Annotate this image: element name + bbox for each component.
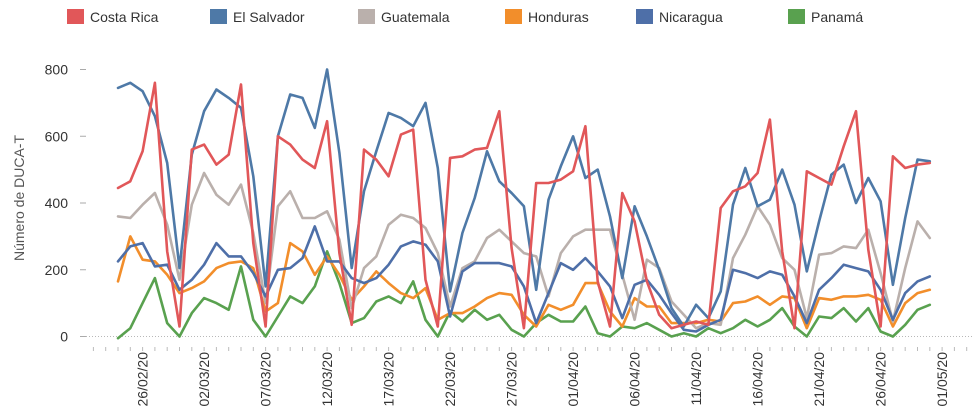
legend-swatch-nicaragua [636, 9, 653, 24]
x-tick-label: 12/03/20 [319, 352, 335, 407]
x-tick-label: 11/04/20 [688, 352, 704, 406]
legend-label-nicaragua: Nicaragua [659, 9, 723, 25]
legend-label-panama: Panamá [811, 9, 863, 25]
x-tick-label: 26/04/20 [873, 352, 889, 407]
x-tick-label: 21/04/20 [811, 352, 827, 407]
legend-swatch-guatemala [358, 9, 375, 24]
legend-label-el-salvador: El Salvador [233, 9, 305, 25]
x-tick-label: 02/03/20 [196, 352, 212, 407]
x-tick-label: 01/04/20 [565, 352, 581, 407]
y-tick-label: 600 [45, 128, 69, 144]
series-line-el-salvador [116, 68, 932, 328]
legend-swatch-honduras [505, 9, 522, 24]
x-tick-label: 01/05/20 [934, 352, 950, 407]
legend-label-costa-rica: Costa Rica [90, 9, 159, 25]
x-tick-label: 17/03/20 [381, 352, 397, 407]
y-axis-title: Número de DUCA-T [11, 135, 27, 261]
series-line-costa-rica [116, 81, 932, 330]
x-tick-label: 27/03/20 [504, 352, 520, 407]
series-line-nicaragua [116, 225, 932, 333]
legend-label-guatemala: Guatemala [381, 9, 450, 25]
y-tick-label: 400 [45, 195, 69, 211]
series-line-guatemala [116, 171, 932, 330]
x-tick-label: 07/03/20 [258, 352, 274, 407]
x-tick-label: 22/03/20 [442, 352, 458, 407]
x-tick-label: 06/04/20 [627, 352, 643, 407]
legend-swatch-panama [788, 9, 805, 24]
y-tick-label: 800 [45, 62, 69, 78]
y-tick-label: 0 [60, 329, 68, 345]
legend-swatch-el-salvador [210, 9, 227, 24]
y-axis: 0 200 400 600 800 [45, 62, 86, 345]
x-tick-label: 26/02/20 [135, 352, 151, 407]
legend-swatch-costa-rica [67, 9, 84, 24]
legend-label-honduras: Honduras [528, 9, 589, 25]
legend: Costa Rica El Salvador Guatemala Honduras Ni… [67, 9, 863, 25]
x-axis: 26/02/20 02/03/20 07/03/20 12/03/20 17/03/20… [86, 336, 972, 407]
x-tick-label: 16/04/20 [750, 352, 766, 407]
y-tick-label: 200 [45, 262, 69, 278]
series-lines [116, 68, 932, 340]
